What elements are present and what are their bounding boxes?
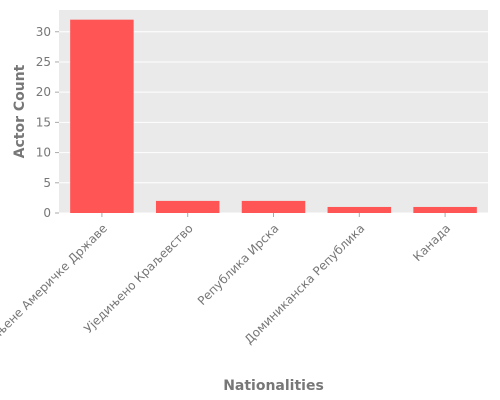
bar — [155, 200, 220, 213]
bar — [327, 206, 392, 213]
y-tick-label: 20 — [36, 85, 51, 99]
x-tick-label: Република Ирска — [195, 221, 282, 308]
x-tick-label: Канада — [410, 221, 453, 264]
x-tick-label: Сједињене Америчке Државе — [0, 221, 110, 364]
bar — [413, 206, 477, 213]
y-tick-label: 0 — [43, 206, 51, 220]
bar — [70, 19, 134, 213]
bar — [241, 200, 306, 213]
bars — [70, 19, 477, 213]
y-tick-label: 10 — [36, 146, 51, 160]
y-tick-label: 25 — [36, 55, 51, 69]
x-axis-title: Nationalities — [223, 378, 324, 394]
y-tick-label: 30 — [36, 25, 51, 39]
y-axis-ticks: 0 5 10 15 20 25 30 — [36, 25, 59, 220]
y-axis-title: Actor Count — [12, 64, 28, 158]
y-tick-label: 5 — [43, 176, 51, 190]
y-tick-label: 15 — [36, 115, 51, 129]
